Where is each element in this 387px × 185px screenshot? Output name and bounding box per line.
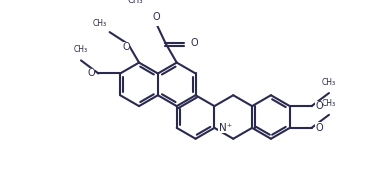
Text: O: O [315, 101, 323, 111]
Text: O: O [315, 123, 323, 133]
Text: CH₃: CH₃ [322, 78, 336, 87]
Text: O: O [190, 38, 198, 48]
Text: CH₃: CH₃ [93, 19, 107, 28]
Text: N⁺: N⁺ [219, 123, 232, 133]
Text: CH₃: CH₃ [74, 45, 88, 54]
Text: O: O [153, 12, 161, 22]
Text: CH₃: CH₃ [127, 0, 143, 5]
Text: O: O [122, 42, 130, 52]
Text: CH₃: CH₃ [322, 100, 336, 108]
Text: O: O [87, 68, 95, 78]
